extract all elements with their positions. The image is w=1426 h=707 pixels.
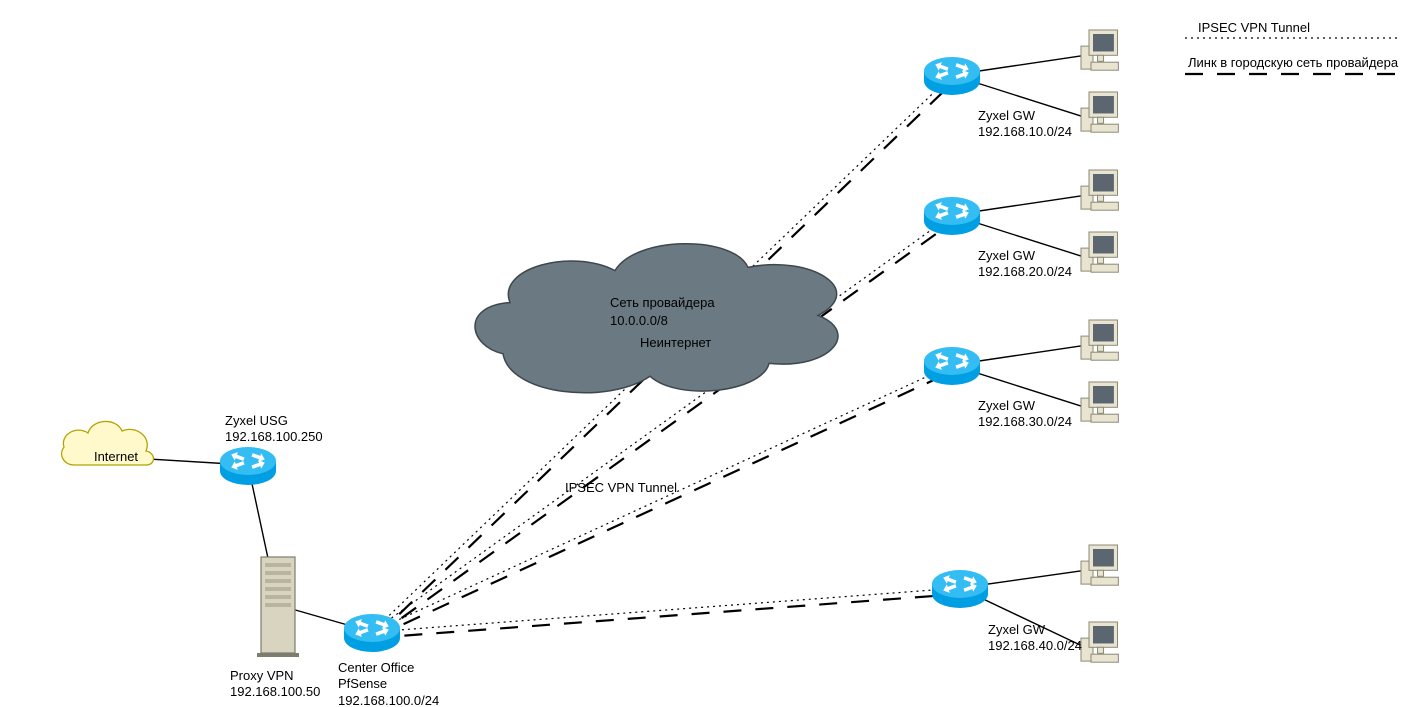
svg-text:Сеть провайдера: Сеть провайдера [610,295,715,310]
internet-cloud-icon: Internet [62,421,154,465]
network-diagram: { "canvas": { "width": 1426, "height": 7… [0,0,1426,707]
zyxel-usg-label: Zyxel USG192.168.100.250 [225,413,323,446]
zyxel-gw-1-router-icon [924,57,980,95]
proxy-vpn-server-icon [257,557,299,657]
svg-text:IPSEC VPN Tunnel: IPSEC VPN Tunnel [1198,20,1310,35]
zyxel-gw-2-label: Zyxel GW192.168.20.0/24 [978,248,1072,281]
center-office-router-icon [344,614,400,652]
link-layer: Internet Сеть провайдера 10.0.0.0/8 Неинтер… [0,0,1426,707]
ipsec-mid-label: IPSEC VPN Tunnel [565,480,677,496]
svg-text:Неинтернет: Неинтернет [640,335,711,350]
pc1a-pc-icon [1081,30,1118,70]
zyxel-gw-4-label: Zyxel GW192.168.40.0/24 [988,622,1082,655]
pc1b-pc-icon [1081,92,1118,132]
zyxel-gw-3-label: Zyxel GW192.168.30.0/24 [978,398,1072,431]
proxy-vpn-label: Proxy VPN192.168.100.50 [230,668,320,701]
pc4a-pc-icon [1081,545,1118,585]
pc3b-pc-icon [1081,382,1118,422]
pc2a-pc-icon [1081,170,1118,210]
pc2b-pc-icon [1081,232,1118,272]
links [116,55,1085,647]
provider-cloud-icon: Сеть провайдера 10.0.0.0/8 Неинтернет [475,244,838,393]
zyxel-gw-4-router-icon [932,570,988,608]
zyxel-usg-router-icon [220,447,276,485]
svg-text:10.0.0.0/8: 10.0.0.0/8 [610,313,668,328]
icons: Internet Сеть провайдера 10.0.0.0/8 Неинтер… [62,30,1119,662]
svg-text:Линк в городскую сеть провайде: Линк в городскую сеть провайдера [1188,55,1399,70]
svg-text:Internet: Internet [94,449,138,464]
zyxel-gw-3-router-icon [924,347,980,385]
zyxel-gw-1-label: Zyxel GW192.168.10.0/24 [978,108,1072,141]
pc4b-pc-icon [1081,622,1118,662]
zyxel-gw-2-router-icon [924,197,980,235]
center-office-label: Center OfficePfSense192.168.100.0/24 [338,660,439,707]
legend: IPSEC VPN Tunnel Линк в городскую сеть пр… [1185,20,1400,74]
pc3a-pc-icon [1081,320,1118,360]
